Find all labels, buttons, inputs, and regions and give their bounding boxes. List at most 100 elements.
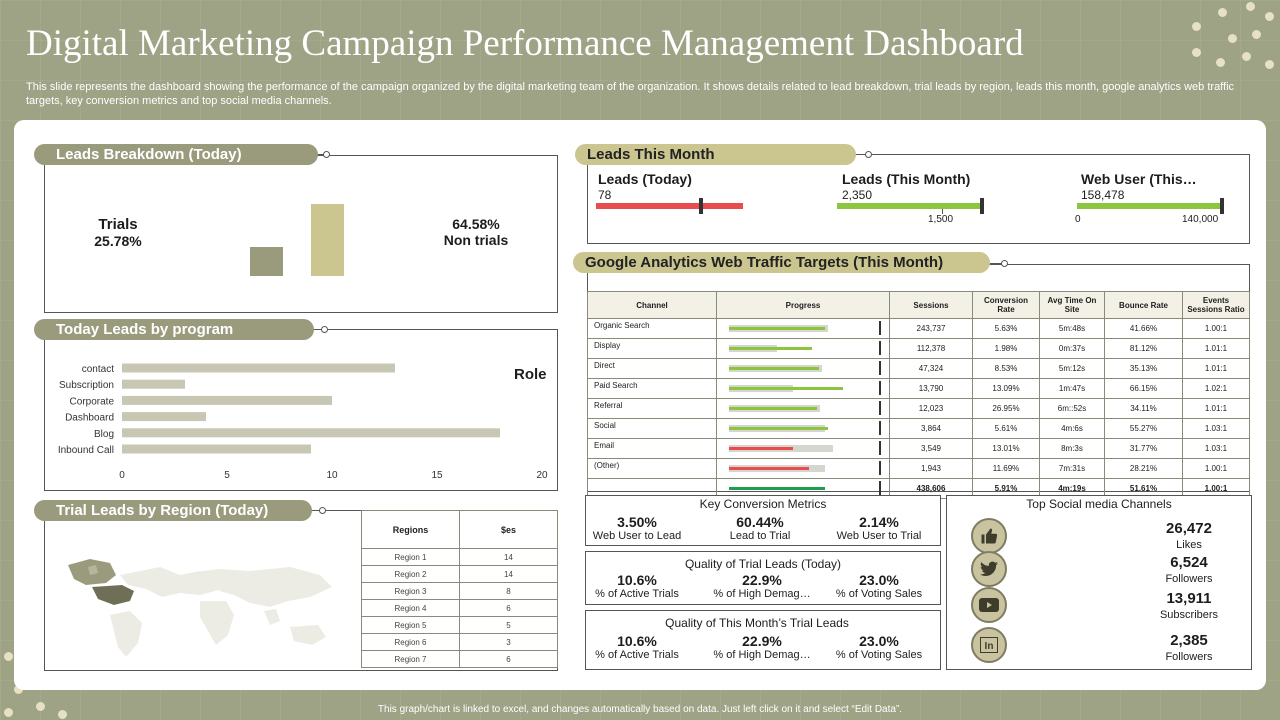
events-cell: 1.03:1 — [1182, 438, 1250, 459]
leads-month-value: 2,350 — [842, 188, 873, 202]
metric-label: Web User to Lead — [592, 530, 682, 542]
progress-cell — [716, 418, 890, 439]
metric-value: 2.14% — [859, 514, 899, 530]
avg-time-cell: 0m:37s — [1039, 338, 1105, 359]
web-user-axis-end: 140,000 — [1182, 214, 1219, 225]
metric-label: % of High Demag… — [713, 649, 811, 661]
connector-node — [323, 151, 330, 158]
sessions-cell: 1,943 — [889, 458, 973, 479]
avg-time-cell: 6m::52s — [1039, 398, 1105, 419]
leads-month-target: 1,500 — [928, 214, 954, 225]
x-tick-label: 10 — [326, 470, 338, 481]
progress-actual-bar — [729, 327, 825, 330]
linkedin-icon[interactable]: In — [971, 627, 1007, 663]
social-stat: 2,385 Followers — [1136, 632, 1242, 663]
progress-actual-bar — [729, 407, 817, 410]
quality-month-box — [585, 610, 941, 670]
avg-time-cell: 7m:31s — [1039, 458, 1105, 479]
value-cell: 14 — [459, 565, 558, 583]
x-tick-label: 15 — [431, 470, 443, 481]
channel-cell: (Other) — [587, 458, 717, 479]
metric-label: % of Active Trials — [595, 588, 679, 600]
metric-label: % of Voting Sales — [835, 588, 923, 600]
quality-today-title: Quality of Trial Leads (Today) — [684, 557, 842, 571]
social-label: Followers — [1165, 573, 1213, 585]
bounce-cell: 66.15% — [1104, 378, 1183, 399]
region-alaska — [88, 565, 98, 575]
region-cell: Region 1 — [361, 548, 460, 566]
value-cell: 6 — [459, 650, 558, 668]
sessions-cell: 3,549 — [889, 438, 973, 459]
bounce-cell: 55.27% — [1104, 418, 1183, 439]
ga-title: Google Analytics Web Traffic Targets (Th… — [585, 254, 944, 271]
region-usa — [92, 585, 134, 605]
page-description: This slide represents the dashboard show… — [26, 81, 1235, 107]
non-trials-bar — [311, 204, 344, 276]
footer-note: This graph/chart is linked to excel, and… — [377, 704, 903, 715]
progress-marker — [879, 321, 881, 335]
youtube-icon[interactable] — [971, 587, 1007, 623]
thumbs-up-icon[interactable] — [971, 518, 1007, 554]
progress-actual-bar — [729, 427, 829, 430]
bar — [122, 379, 185, 389]
tick-mark — [942, 209, 943, 214]
progress-actual-bar — [729, 387, 843, 390]
progress-marker — [879, 441, 881, 455]
table-row: Direct 47,324 8.53% 5m:12s 35.13% 1.01:1 — [587, 358, 1250, 379]
connector-line — [990, 263, 1002, 264]
channel-cell: Social — [587, 418, 717, 439]
web-user-value: 158,478 — [1081, 188, 1125, 202]
key-conversion-box — [585, 495, 941, 546]
world-map — [68, 559, 332, 657]
metric-item: 10.6% % of Active Trials — [587, 572, 687, 600]
metric-item: 23.0% % of Voting Sales — [829, 633, 929, 661]
metric-item: 3.50% Web User to Lead — [587, 514, 687, 542]
bar — [122, 428, 500, 438]
web-user-target-marker — [1220, 198, 1224, 214]
connector-node — [319, 507, 326, 514]
region-cell: Region 2 — [361, 565, 460, 583]
channel-cell: Email — [587, 438, 717, 459]
avg-time-cell: 8m:3s — [1039, 438, 1105, 459]
progress-marker — [879, 401, 881, 415]
table-row: (Other) 1,943 11.69% 7m:31s 28.21% 1.00:1 — [587, 458, 1250, 479]
connector-line — [312, 510, 320, 511]
value-header: $es — [459, 510, 558, 549]
role-legend: Role — [514, 366, 547, 383]
leads-month-header: Leads This Month — [575, 144, 856, 165]
sessions-cell: 13,790 — [889, 378, 973, 399]
events-cell: 1.03:1 — [1182, 418, 1250, 439]
trial-region-title: Trial Leads by Region (Today) — [56, 502, 269, 519]
bounce-cell: 28.21% — [1104, 458, 1183, 479]
metric-item: 10.6% % of Active Trials — [587, 633, 687, 661]
metric-value: 10.6% — [617, 633, 657, 649]
regions-header: Regions — [361, 510, 460, 549]
progress-marker — [879, 481, 881, 495]
social-value: 13,911 — [1166, 590, 1212, 607]
connector-node — [1001, 260, 1008, 267]
social-value: 2,385 — [1170, 632, 1208, 649]
twitter-icon[interactable] — [971, 551, 1007, 587]
region-table: Regions $es Region 1 14 Region 2 14 Region… — [361, 510, 558, 668]
bounce-cell: 81.12% — [1104, 338, 1183, 359]
quality-month-title: Quality of This Month’s Trial Leads — [665, 616, 849, 630]
metric-value: 22.9% — [742, 633, 782, 649]
region-cell: Region 3 — [361, 582, 460, 600]
conversion-cell: 8.53% — [972, 358, 1040, 379]
bounce-cell: 35.13% — [1104, 358, 1183, 379]
leads-month-bar — [837, 203, 984, 209]
value-cell: 3 — [459, 633, 558, 651]
leads-month-box — [587, 154, 1250, 244]
sessions-cell: 112,378 — [889, 338, 973, 359]
social-label: Subscribers — [1159, 609, 1219, 621]
leads-today-label: Leads (Today) — [598, 171, 692, 187]
metric-value: 60.44% — [736, 514, 784, 530]
progress-cell — [716, 378, 890, 399]
ga-col-conversion: Conversion Rate — [972, 291, 1040, 319]
ga-col-events: Events Sessions Ratio — [1182, 291, 1250, 319]
ga-header: Google Analytics Web Traffic Targets (Th… — [573, 252, 990, 273]
region-cell: Region 6 — [361, 633, 460, 651]
